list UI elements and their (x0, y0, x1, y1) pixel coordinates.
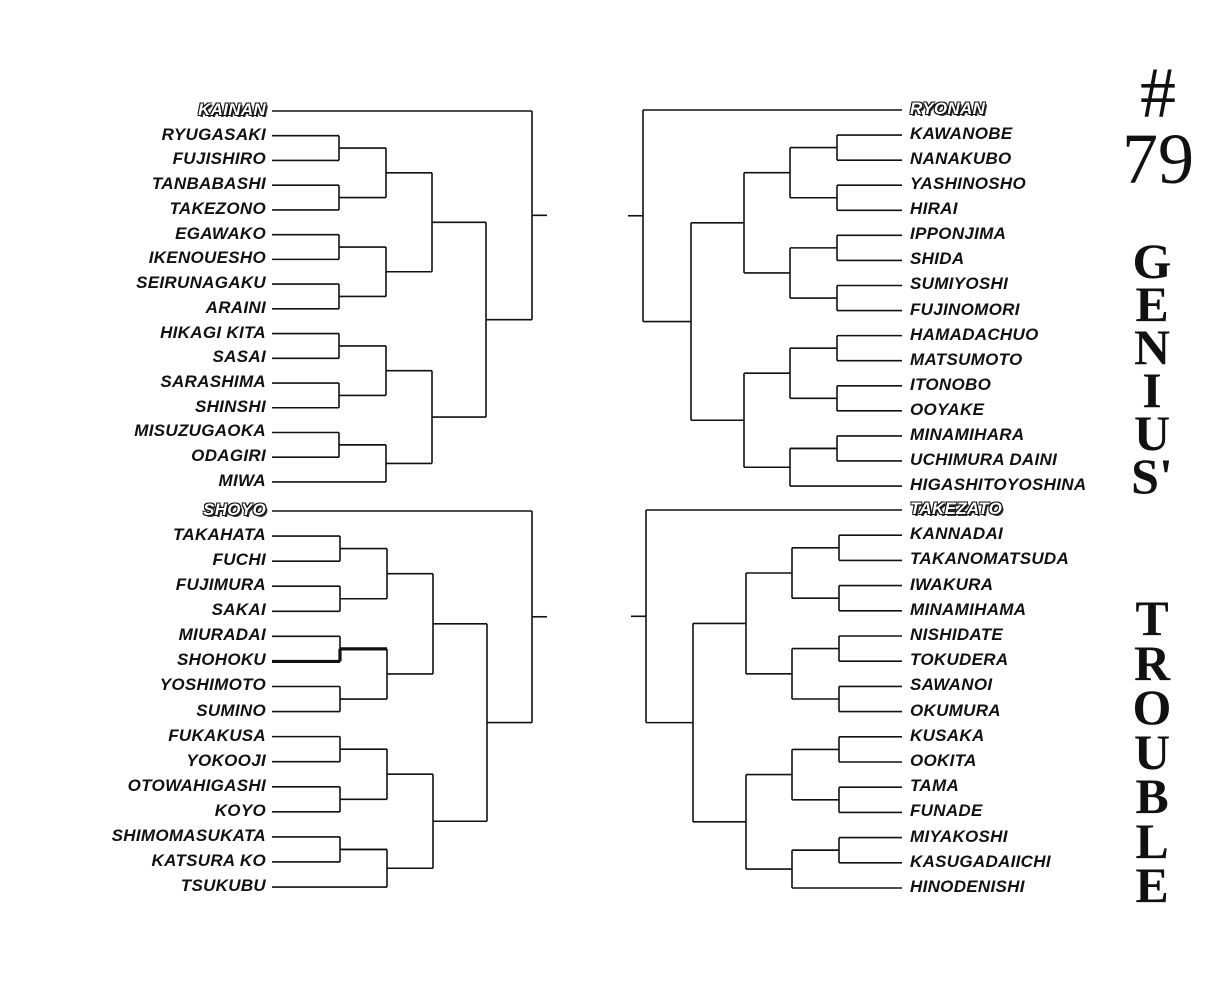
team-label: IPPONJIMA (910, 224, 1007, 244)
team-label: FUKAKUSA (168, 725, 266, 745)
team-label: FUJISHIRO (172, 149, 266, 169)
team-label: MINAMIHARA (910, 424, 1025, 444)
team-label: SAKAI (211, 600, 266, 620)
team-label: SHOHOKU (177, 650, 266, 670)
team-label: TANBABASHI (151, 174, 266, 194)
seed-team-label: SHOYO (203, 500, 266, 519)
team-label: NISHIDATE (910, 625, 1004, 644)
team-label: MINAMIHAMA (910, 599, 1027, 619)
chapter-title-word-2: TROUBLE (1132, 590, 1172, 913)
team-label: HIGASHITOYOSHINA (910, 475, 1087, 495)
team-label: ODAGIRI (191, 446, 266, 466)
team-label: TAKEZONO (169, 198, 266, 218)
seed-team-label: RYONAN (910, 99, 986, 118)
team-label: TAKAHATA (172, 525, 266, 545)
team-label: FUJINOMORI (910, 299, 1020, 319)
team-label: MIURADAI (178, 625, 266, 645)
team-label: TAMA (910, 776, 960, 796)
team-label: OOYAKE (910, 399, 985, 419)
chapter-hash: # (1140, 53, 1176, 133)
team-label: YOKOOJI (186, 750, 266, 770)
team-label: SAWANOI (910, 675, 993, 695)
team-label: ITONOBO (910, 374, 992, 394)
team-label: SHIMOMASUKATA (111, 825, 266, 845)
team-label: EGAWAKO (175, 223, 266, 243)
team-label: KATSURA KO (151, 850, 266, 870)
team-label: MIYAKOSHI (910, 826, 1008, 846)
team-label: MATSUMOTO (910, 349, 1023, 369)
chapter-number: # 79 (1108, 53, 1208, 199)
team-label: SUMIYOSHI (910, 274, 1009, 294)
team-label: HAMADACHUO (910, 324, 1039, 344)
chapter-number-value: 79 (1122, 119, 1194, 199)
team-label: IWAKURA (910, 574, 994, 594)
team-label: KAWANOBE (910, 124, 1013, 144)
team-label: KANNADAI (910, 524, 1004, 544)
team-label: SHINSHI (194, 396, 266, 416)
team-label: FUJIMURA (175, 575, 266, 595)
team-label: RYUGASAKI (161, 124, 266, 144)
team-label: SASAI (212, 347, 266, 367)
team-label: HIKAGI KITA (160, 322, 266, 342)
team-label: SUMINO (196, 700, 266, 720)
team-label: UCHIMURA DAINI (910, 449, 1058, 469)
team-label: KASUGADAIICHI (910, 851, 1051, 871)
team-label: SEIRUNAGAKU (136, 273, 266, 293)
team-label: KOYO (214, 800, 266, 820)
team-label: HINODENISHI (910, 877, 1025, 896)
team-label: TSUKUBU (180, 876, 266, 896)
team-label: FUNADE (910, 801, 983, 821)
seed-team-label: TAKEZATO (910, 499, 1003, 518)
chapter-title-word-1: GENIUS' (1131, 233, 1173, 504)
team-label: FUCHI (212, 550, 266, 570)
team-label: SHIDA (910, 249, 965, 269)
team-label: ARAINI (205, 297, 266, 317)
team-label: OKUMURA (910, 700, 1001, 720)
team-label: MIWA (218, 470, 266, 490)
team-label: NANAKUBO (910, 149, 1012, 169)
team-label: OOKITA (910, 751, 977, 770)
team-label: TAKANOMATSUDA (910, 549, 1070, 569)
team-label: HIRAI (910, 199, 958, 219)
team-label: YASHINOSHO (910, 174, 1027, 194)
team-label: MISUZUGAOKA (134, 421, 266, 441)
team-label: IKENOUESHO (148, 248, 266, 268)
team-label: SARASHIMA (160, 372, 266, 392)
team-label: TOKUDERA (910, 650, 1009, 670)
team-label: YOSHIMOTO (159, 675, 266, 695)
team-label: KUSAKA (910, 725, 985, 745)
seed-team-label: KAINAN (198, 100, 266, 119)
team-label: OTOWAHIGASHI (127, 775, 266, 795)
